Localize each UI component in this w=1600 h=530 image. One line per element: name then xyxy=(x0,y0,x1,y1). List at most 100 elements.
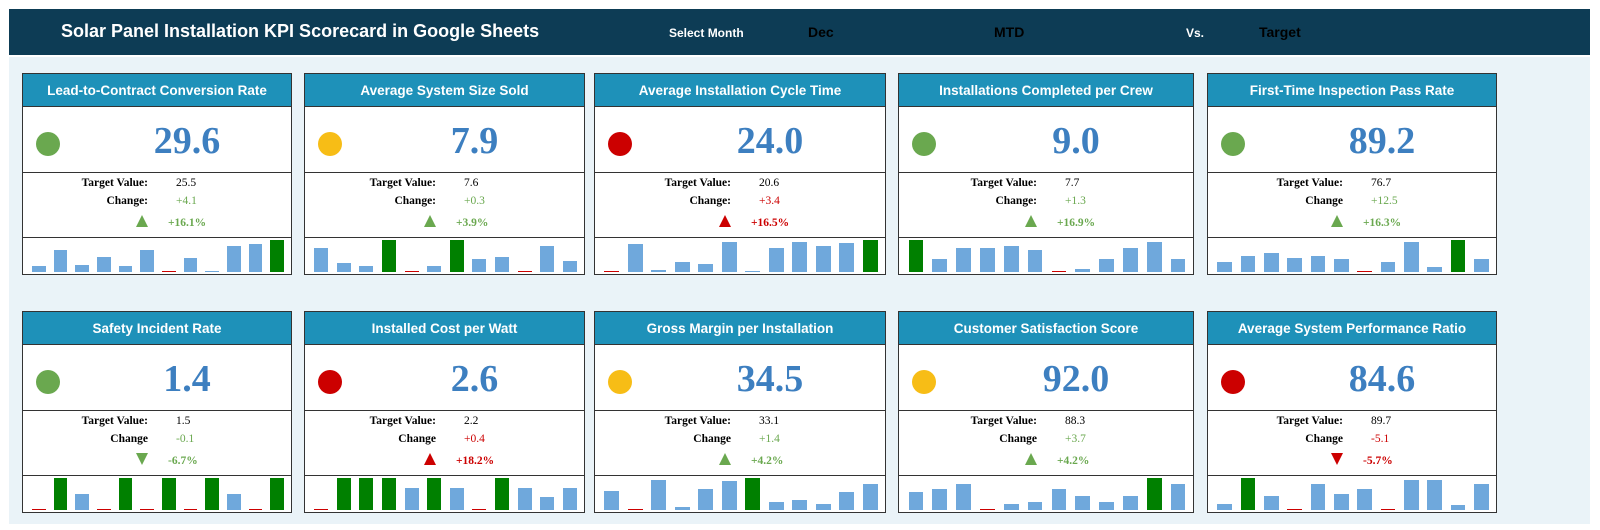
change-percent: +3.9% xyxy=(456,217,489,229)
kpi-info: Target Value: 33.1 Change +1.4 +4.2% xyxy=(595,411,885,476)
change-percent: -5.7% xyxy=(1363,455,1393,467)
sparkbar xyxy=(336,478,351,510)
sparkbar xyxy=(75,264,89,272)
target-value: 7.7 xyxy=(1065,177,1080,189)
sparkbar xyxy=(1240,256,1256,272)
month-dropdown[interactable]: Dec xyxy=(808,24,834,40)
sparkbar xyxy=(1264,495,1279,510)
sparkbar xyxy=(359,266,374,272)
change-percent: +16.1% xyxy=(168,217,207,229)
period-dropdown[interactable]: MTD xyxy=(994,24,1025,40)
sparkbar xyxy=(627,243,643,272)
kpi-info: Target Value: 7.7 Change: +1.3 +16.9% xyxy=(899,173,1193,238)
kpi-value: 29.6 xyxy=(153,120,221,162)
trend-up-icon xyxy=(1025,453,1037,465)
sparkbar xyxy=(604,270,620,272)
target-value: 88.3 xyxy=(1065,415,1086,427)
sparkbar xyxy=(32,508,46,510)
sparkbar xyxy=(980,508,995,510)
sparkbar xyxy=(1123,495,1138,510)
sparkbar xyxy=(980,248,995,272)
sparkbar xyxy=(674,262,690,272)
sparkbar xyxy=(721,481,737,510)
sparkbar xyxy=(540,246,555,272)
target-value: 33.1 xyxy=(759,415,780,427)
sparkbar xyxy=(627,508,643,510)
trend-sparkbars xyxy=(899,238,1193,274)
status-dot-icon xyxy=(318,370,342,394)
sparkbar xyxy=(815,246,831,272)
trend-sparkbars xyxy=(899,476,1193,512)
sparkbar xyxy=(140,249,154,272)
change-value: +0.4 xyxy=(464,433,485,445)
kpi-value-row: 24.0 xyxy=(595,107,885,173)
sparkbar xyxy=(768,502,784,510)
change-value: +1.3 xyxy=(1065,195,1086,207)
sparkbar xyxy=(792,500,808,510)
sparkbar xyxy=(517,487,532,510)
kpi-info: Target Value: 7.6 Change: +0.3 +3.9% xyxy=(305,173,584,238)
target-value: 89.7 xyxy=(1371,415,1392,427)
sparkbar xyxy=(183,508,198,510)
status-dot-icon xyxy=(36,370,60,394)
sparkbar xyxy=(427,478,442,510)
sparkbar xyxy=(651,479,667,510)
sparkbar xyxy=(1003,246,1019,272)
kpi-value: 89.2 xyxy=(1348,120,1416,162)
sparkbar xyxy=(162,270,176,272)
change-label: Change: xyxy=(689,195,731,207)
target-value: 25.5 xyxy=(176,177,197,189)
change-value: +4.1 xyxy=(176,195,197,207)
sparkbar xyxy=(359,478,374,510)
change-label: Change xyxy=(110,433,148,445)
sparkbar xyxy=(118,478,133,510)
sparkbar xyxy=(1474,484,1489,510)
sparkbar xyxy=(1123,248,1138,272)
target-label: Target Value: xyxy=(970,177,1037,189)
compare-dropdown[interactable]: Target xyxy=(1259,24,1301,40)
sparkbar xyxy=(449,487,464,510)
sparkbar xyxy=(382,240,397,272)
kpi-card: Customer Satisfaction Score 92.0 Target Va… xyxy=(898,311,1194,513)
sparkbar xyxy=(1075,495,1091,510)
sparkbar xyxy=(1404,479,1419,510)
kpi-value-row: 29.6 xyxy=(23,107,291,173)
sparkbar xyxy=(1450,240,1466,272)
sparkbar xyxy=(1051,489,1067,510)
sparkbar xyxy=(768,248,784,272)
sparkbar xyxy=(1357,270,1372,272)
sparkbar xyxy=(1146,241,1162,272)
trend-sparkbars xyxy=(305,238,584,274)
change-value: +3.4 xyxy=(759,195,780,207)
sparkbar xyxy=(227,494,241,510)
sparkbar xyxy=(862,484,878,510)
status-dot-icon xyxy=(608,132,632,156)
trend-sparkbars xyxy=(1208,238,1496,274)
sparkbar xyxy=(815,503,831,510)
sparkbar xyxy=(227,246,241,272)
sparkbar xyxy=(1099,502,1114,510)
change-percent: +16.3% xyxy=(1363,217,1402,229)
kpi-value-row: 9.0 xyxy=(899,107,1193,173)
kpi-info: Target Value: 25.5 Change: +4.1 +16.1% xyxy=(23,173,291,238)
sparkbar xyxy=(562,487,577,510)
sparkbar xyxy=(1051,270,1067,272)
kpi-info: Target Value: 2.2 Change +0.4 +18.2% xyxy=(305,411,584,476)
sparkbar xyxy=(1380,508,1396,510)
sparkbar xyxy=(32,265,46,272)
sparkbar xyxy=(75,494,89,510)
sparkbar xyxy=(270,240,284,272)
trend-down-icon xyxy=(1331,453,1343,465)
sparkbar xyxy=(862,240,878,272)
target-value: 20.6 xyxy=(759,177,780,189)
kpi-value-row: 84.6 xyxy=(1208,345,1496,411)
kpi-card: Safety Incident Rate 1.4 Target Value: 1.5 C… xyxy=(22,311,292,513)
trend-up-icon xyxy=(719,453,731,465)
kpi-value: 24.0 xyxy=(736,120,804,162)
trend-up-icon xyxy=(1331,215,1343,227)
sparkbar xyxy=(932,259,948,272)
sparkbar xyxy=(1217,262,1232,272)
kpi-value: 9.0 xyxy=(1052,120,1100,162)
target-label: Target Value: xyxy=(369,415,436,427)
target-label: Target Value: xyxy=(664,415,731,427)
